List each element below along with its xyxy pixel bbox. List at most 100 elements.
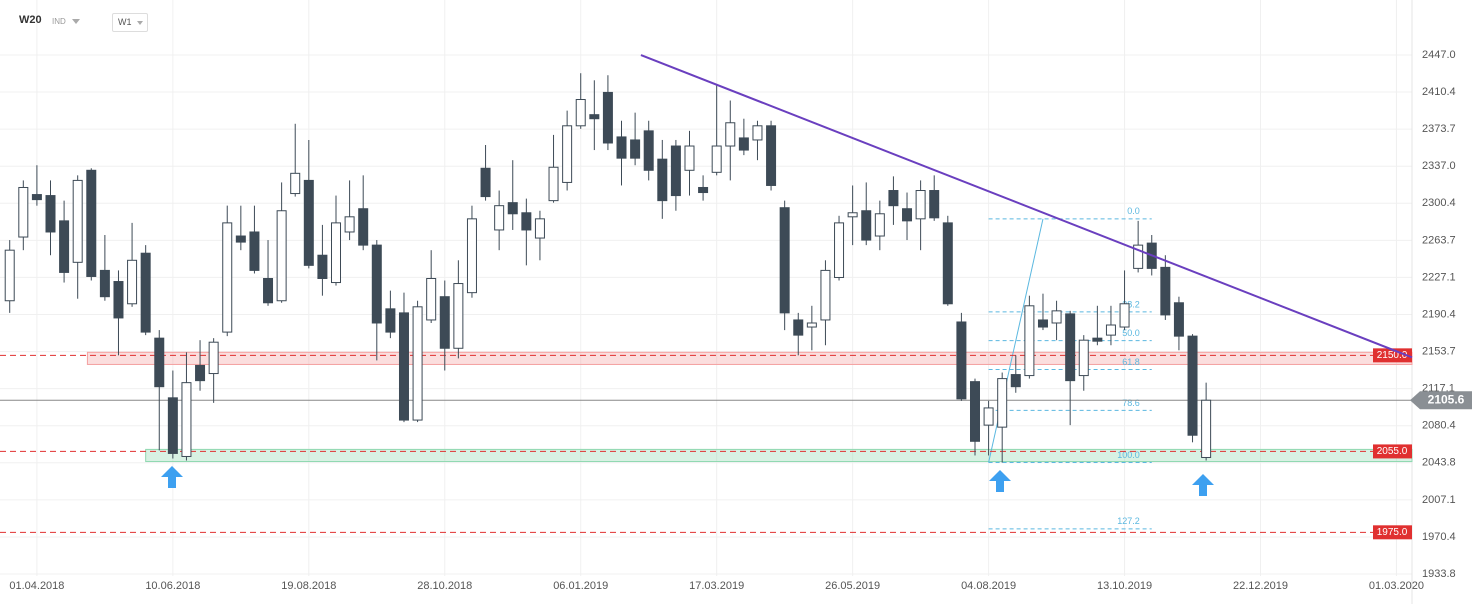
candle-body	[317, 254, 328, 279]
y-tick-label: 2227.1	[1422, 271, 1456, 283]
candle-body	[820, 269, 831, 321]
candle-body	[507, 202, 518, 215]
candle-body	[997, 378, 1008, 428]
candle-body	[806, 322, 817, 328]
level-label: 1975.0	[1377, 527, 1408, 538]
candle-body	[725, 122, 736, 147]
candle-body	[874, 213, 885, 237]
candle-body	[290, 172, 301, 195]
candle-body	[1173, 302, 1184, 337]
y-tick-label: 2007.1	[1422, 494, 1456, 506]
candle-body	[494, 205, 505, 231]
candle-body	[793, 319, 804, 336]
candle-body	[1187, 335, 1198, 436]
candle-body	[249, 231, 260, 271]
candle-body	[4, 249, 15, 302]
candle-body	[956, 321, 967, 400]
candle-body	[738, 137, 749, 151]
y-tick-label: 2043.8	[1422, 457, 1456, 469]
level-label-box	[1373, 444, 1412, 459]
candle-body	[439, 296, 450, 349]
symbol[interactable]: W20	[19, 14, 42, 26]
y-tick-label: 2153.7	[1422, 346, 1456, 358]
x-tick-label: 01.04.2018	[9, 580, 64, 592]
candle-body	[670, 145, 681, 197]
candle-body	[942, 222, 953, 305]
candle-body	[1051, 310, 1062, 324]
x-tick-label: 17.03.2019	[689, 580, 744, 592]
candle-body	[847, 212, 858, 218]
candle-body	[59, 220, 70, 273]
candle-body	[643, 130, 654, 171]
last-price-label: 2105.6	[1428, 392, 1465, 406]
candle-body	[915, 190, 926, 220]
candle-body	[929, 190, 940, 219]
level-label: 2150.0	[1377, 350, 1408, 361]
candle-body	[861, 210, 872, 241]
arrow-up	[161, 466, 183, 488]
candle-body	[303, 179, 314, 266]
candle-body	[1037, 319, 1048, 328]
candle-body	[602, 91, 613, 144]
candle-body	[698, 186, 709, 194]
x-tick-label: 04.08.2019	[961, 580, 1016, 592]
x-tick-label: 28.10.2018	[417, 580, 472, 592]
candle-body	[426, 277, 437, 321]
candle-body	[358, 208, 369, 246]
candle-body	[195, 364, 206, 382]
y-tick-label: 2080.4	[1422, 420, 1456, 432]
candle-body	[1133, 244, 1144, 269]
candle-body	[167, 397, 178, 454]
candle-body	[1201, 399, 1212, 458]
candle-body	[1119, 303, 1130, 328]
x-tick-label: 19.08.2018	[281, 580, 336, 592]
candle-body	[1105, 324, 1116, 336]
candle-body	[412, 306, 423, 421]
candle-body	[562, 125, 573, 183]
candle-body	[398, 312, 409, 421]
arrow-icons	[161, 466, 1214, 496]
candle-body	[344, 216, 355, 233]
candle-body	[711, 145, 722, 173]
candle-body	[127, 259, 138, 305]
candle-body	[140, 252, 151, 333]
timeframe-select[interactable]: W1	[112, 13, 148, 32]
dropdown-caret[interactable]	[72, 19, 80, 24]
x-tick-label: 26.05.2019	[825, 580, 880, 592]
candle-body	[208, 341, 219, 375]
candle-body	[969, 381, 980, 442]
market: IND	[52, 17, 66, 26]
candle-body	[276, 210, 287, 302]
candle-body	[31, 194, 42, 201]
candle-body	[1160, 266, 1171, 316]
y-tick-label: 2263.7	[1422, 234, 1456, 246]
candle-body	[86, 169, 97, 277]
level-label: 2055.0	[1377, 446, 1408, 457]
candle-body	[657, 158, 668, 202]
candle-body	[263, 277, 274, 304]
candle-body	[983, 407, 994, 426]
candle-body	[589, 114, 600, 120]
candle-body	[521, 212, 532, 231]
candle-body	[1078, 339, 1089, 377]
fib-label: 100.0	[1117, 450, 1140, 460]
candle-body	[684, 145, 695, 171]
arrow-up	[989, 470, 1011, 492]
candle-body	[222, 222, 233, 333]
last-price-box	[1410, 391, 1472, 410]
y-tick-label: 2300.4	[1422, 197, 1456, 209]
fib-label: 50.0	[1122, 328, 1140, 338]
candle-body	[630, 139, 641, 159]
dropdown-caret	[137, 21, 143, 25]
candle-body	[154, 337, 165, 388]
candle-body	[99, 269, 110, 298]
candle-body	[385, 308, 396, 333]
candle-body	[548, 166, 559, 202]
x-tick-label: 01.03.2020	[1369, 580, 1424, 592]
y-tick-label: 1970.4	[1422, 531, 1456, 543]
candle-body	[331, 222, 342, 284]
x-tick-label: 10.06.2018	[145, 580, 200, 592]
y-tick-label: 2410.4	[1422, 86, 1456, 98]
candle-body	[18, 186, 29, 238]
